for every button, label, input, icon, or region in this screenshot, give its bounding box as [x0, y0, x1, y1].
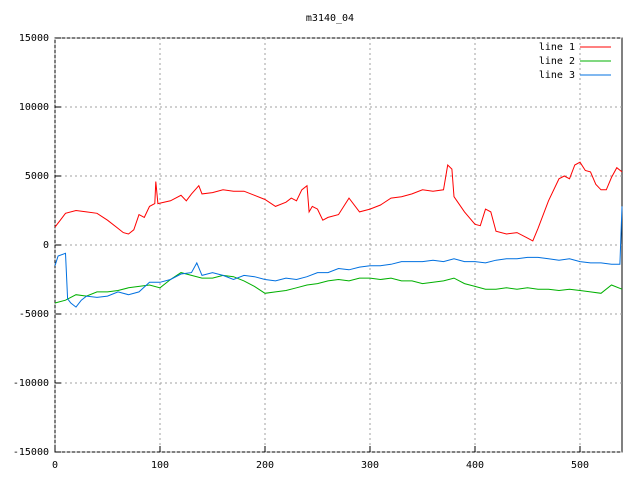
- x-tick-label: 100: [151, 460, 169, 471]
- x-tick-label: 200: [256, 460, 274, 471]
- x-tick-label: 400: [466, 460, 484, 471]
- x-tick-label: 0: [52, 460, 58, 471]
- y-tick-label: 10000: [19, 102, 49, 113]
- y-tick-label: -15000: [13, 447, 49, 458]
- chart-title: m3140_04: [306, 13, 354, 24]
- y-tick-label: -10000: [13, 378, 49, 389]
- x-tick-label: 300: [361, 460, 379, 471]
- x-tick-label: 500: [571, 460, 589, 471]
- data-line: [54, 161, 623, 242]
- y-tick-label: 15000: [19, 33, 49, 44]
- y-tick-label: 0: [43, 240, 49, 251]
- legend-label: line 1: [539, 42, 575, 53]
- y-tick-label: -5000: [19, 309, 49, 320]
- legend-label: line 2: [539, 56, 575, 67]
- y-tick-label: 5000: [25, 171, 49, 182]
- data-line: [54, 272, 623, 304]
- data-line: [54, 206, 623, 308]
- legend-label: line 3: [539, 70, 575, 81]
